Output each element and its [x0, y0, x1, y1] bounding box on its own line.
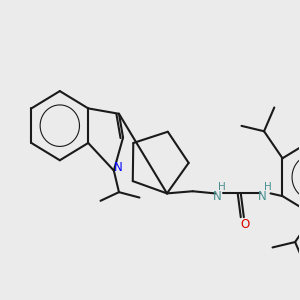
- Text: N: N: [213, 190, 222, 203]
- Text: O: O: [240, 218, 250, 231]
- Text: H: H: [218, 182, 226, 192]
- Text: H: H: [264, 182, 271, 192]
- Text: N: N: [114, 161, 122, 174]
- Text: N: N: [258, 190, 267, 203]
